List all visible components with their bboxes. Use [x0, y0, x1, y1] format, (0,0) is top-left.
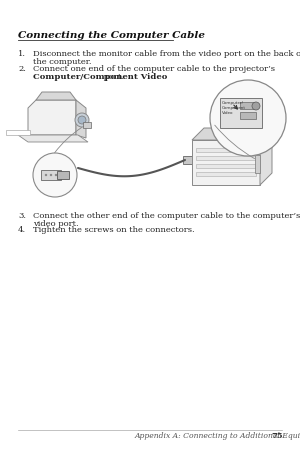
- Bar: [183, 156, 197, 164]
- Text: Connecting the Computer Cable: Connecting the Computer Cable: [18, 31, 205, 40]
- Text: Appendix A: Connecting to Additional Equipment: Appendix A: Connecting to Additional Equ…: [135, 432, 300, 440]
- Text: 1.: 1.: [18, 50, 26, 58]
- Bar: [196, 148, 256, 152]
- Circle shape: [210, 80, 286, 156]
- Polygon shape: [36, 92, 76, 100]
- Bar: [220, 98, 262, 128]
- Circle shape: [50, 174, 52, 176]
- Text: Connect one end of the computer cable to the projector’s: Connect one end of the computer cable to…: [33, 65, 275, 73]
- Bar: [83, 122, 91, 128]
- Polygon shape: [192, 128, 272, 140]
- Circle shape: [252, 102, 260, 110]
- Text: 2.: 2.: [18, 65, 26, 73]
- Circle shape: [45, 174, 47, 176]
- Polygon shape: [41, 170, 61, 180]
- Bar: [196, 164, 256, 168]
- Text: Video: Video: [222, 111, 233, 115]
- Circle shape: [33, 153, 77, 197]
- Text: Computer/Component Video: Computer/Component Video: [33, 73, 167, 81]
- Bar: [57, 171, 69, 179]
- Polygon shape: [76, 100, 86, 138]
- Circle shape: [75, 113, 89, 127]
- Text: 4.: 4.: [18, 226, 26, 234]
- Text: 75: 75: [271, 432, 283, 440]
- Bar: [240, 112, 256, 119]
- Polygon shape: [28, 100, 76, 135]
- Text: video port.: video port.: [33, 220, 79, 228]
- Text: Tighten the screws on the connectors.: Tighten the screws on the connectors.: [33, 226, 195, 234]
- Text: 3.: 3.: [18, 212, 26, 220]
- Text: Connect the other end of the computer cable to the computer’s: Connect the other end of the computer ca…: [33, 212, 300, 220]
- Bar: [192, 140, 260, 185]
- Text: Disconnect the monitor cable from the video port on the back of: Disconnect the monitor cable from the vi…: [33, 50, 300, 58]
- Bar: [196, 156, 256, 160]
- Polygon shape: [6, 130, 30, 135]
- Circle shape: [55, 174, 57, 176]
- Text: Computer/: Computer/: [222, 101, 244, 105]
- Polygon shape: [63, 172, 69, 178]
- Bar: [255, 155, 260, 173]
- Polygon shape: [260, 128, 272, 185]
- Text: port.: port.: [101, 73, 124, 81]
- Text: the computer.: the computer.: [33, 58, 92, 66]
- Circle shape: [78, 116, 86, 124]
- Text: Component: Component: [222, 106, 246, 110]
- Polygon shape: [18, 135, 88, 142]
- Bar: [240, 102, 256, 109]
- Bar: [196, 172, 256, 176]
